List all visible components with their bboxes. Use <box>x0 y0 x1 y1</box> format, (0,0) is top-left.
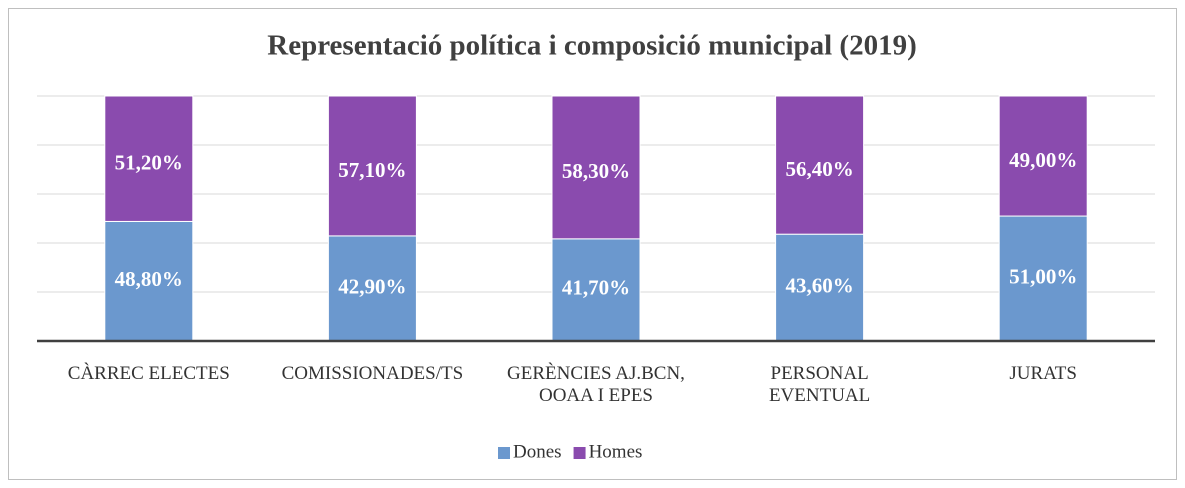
x-tick-label: GERÈNCIES AJ.BCN, OOAA I EPES <box>507 363 685 406</box>
legend-label: Homes <box>589 441 643 462</box>
legend-swatch <box>498 447 510 459</box>
value-label: 43,60% <box>785 273 853 297</box>
value-label: 49,00% <box>1009 148 1077 172</box>
bar-segment <box>104 220 194 342</box>
value-label: 42,90% <box>338 274 406 298</box>
bar-segment <box>998 95 1088 217</box>
value-label: 48,80% <box>115 267 183 291</box>
x-tick-label: COMISSIONADES/TS <box>281 363 464 384</box>
bar-segment <box>998 215 1088 342</box>
value-label: 51,00% <box>1009 264 1077 288</box>
bar-segment <box>775 233 865 342</box>
bar-segment <box>551 95 641 240</box>
x-tick-label: PERSONAL EVENTUAL <box>768 363 871 406</box>
value-label: 57,10% <box>338 158 406 182</box>
x-tick-label: JURATS <box>1009 363 1077 384</box>
legend-swatch <box>573 447 586 459</box>
bar-segment <box>551 238 641 342</box>
chart-title: Representació política i composició muni… <box>267 30 917 62</box>
bar-segment <box>104 95 194 222</box>
value-label: 41,70% <box>562 276 630 300</box>
bar-segment <box>327 95 417 237</box>
value-label: 58,30% <box>562 159 630 183</box>
legend-label: Dones <box>513 441 562 462</box>
bar-segment <box>775 95 865 235</box>
x-tick-label: CÀRREC ELECTES <box>67 363 230 384</box>
value-label: 56,40% <box>785 157 853 181</box>
value-label: 51,20% <box>115 151 183 175</box>
